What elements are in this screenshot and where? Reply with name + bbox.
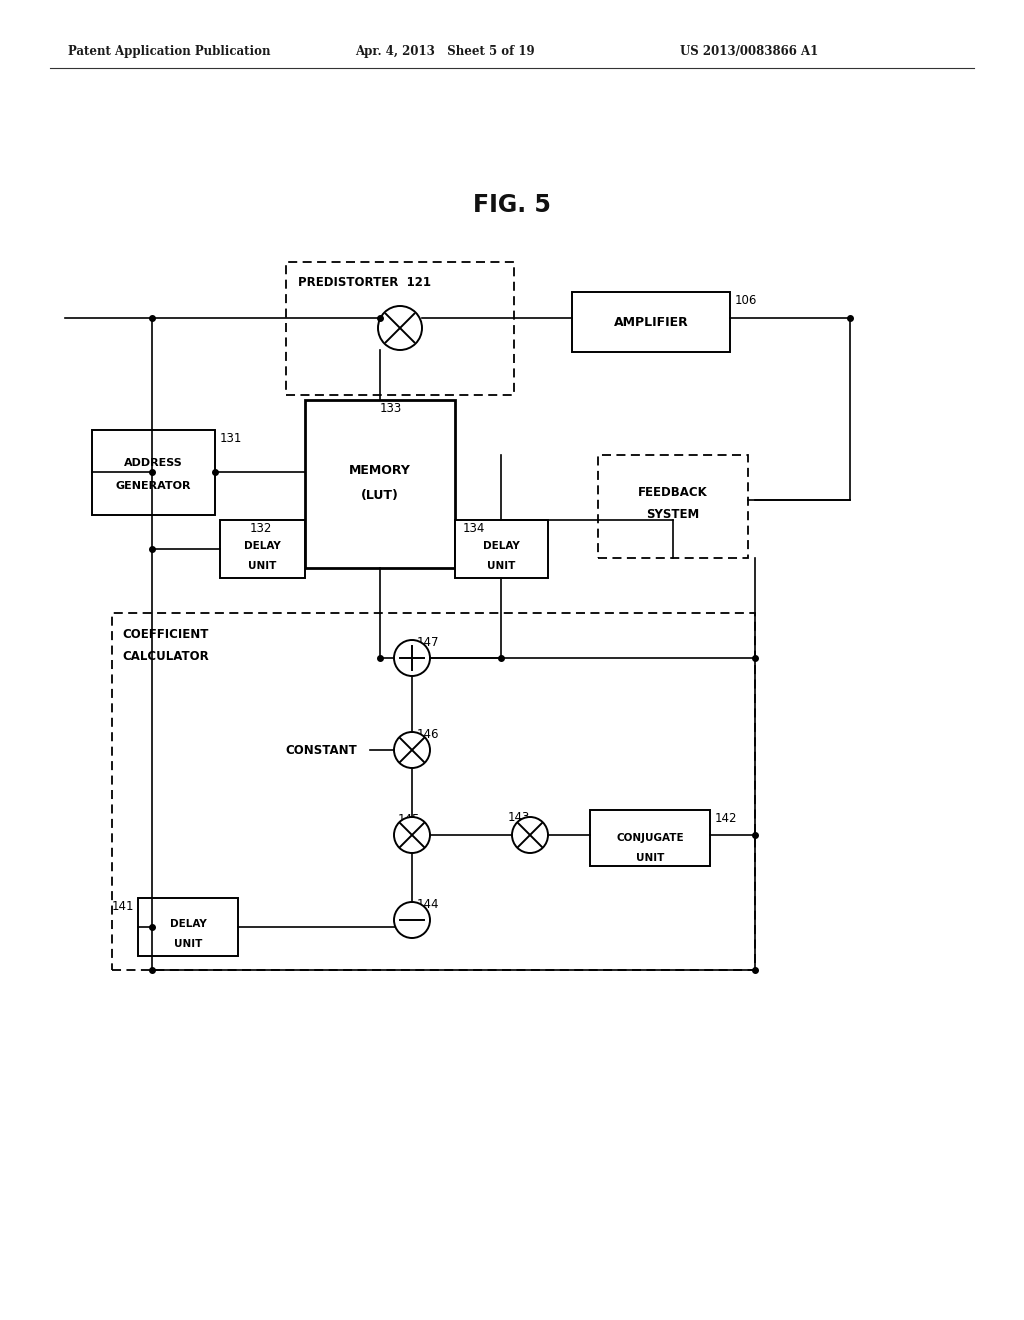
Text: CONSTANT: CONSTANT	[285, 743, 356, 756]
Text: 106: 106	[735, 294, 758, 308]
FancyBboxPatch shape	[92, 430, 215, 515]
Text: UNIT: UNIT	[636, 853, 665, 863]
Text: UNIT: UNIT	[487, 561, 516, 572]
Text: 145: 145	[398, 813, 421, 826]
Text: 134: 134	[463, 521, 485, 535]
FancyBboxPatch shape	[138, 898, 238, 956]
FancyBboxPatch shape	[112, 612, 755, 970]
Circle shape	[512, 817, 548, 853]
Text: AMPLIFIER: AMPLIFIER	[613, 315, 688, 329]
FancyBboxPatch shape	[598, 455, 748, 558]
Text: FIG. 5: FIG. 5	[473, 193, 551, 216]
Text: MEMORY: MEMORY	[349, 463, 411, 477]
Text: DELAY: DELAY	[483, 541, 520, 550]
Circle shape	[394, 817, 430, 853]
FancyBboxPatch shape	[286, 261, 514, 395]
Text: 141: 141	[112, 900, 134, 913]
Text: FEEDBACK: FEEDBACK	[638, 486, 708, 499]
Text: CONJUGATE: CONJUGATE	[616, 833, 684, 843]
Text: UNIT: UNIT	[174, 939, 202, 949]
Text: DELAY: DELAY	[170, 919, 207, 929]
Text: Apr. 4, 2013   Sheet 5 of 19: Apr. 4, 2013 Sheet 5 of 19	[355, 45, 535, 58]
Text: ADDRESS: ADDRESS	[124, 458, 183, 469]
Text: 143: 143	[508, 810, 530, 824]
Text: 142: 142	[715, 812, 737, 825]
FancyBboxPatch shape	[305, 400, 455, 568]
FancyBboxPatch shape	[455, 520, 548, 578]
Text: UNIT: UNIT	[248, 561, 276, 572]
Text: US 2013/0083866 A1: US 2013/0083866 A1	[680, 45, 818, 58]
Text: PREDISTORTER  121: PREDISTORTER 121	[298, 276, 431, 289]
FancyBboxPatch shape	[590, 810, 710, 866]
Circle shape	[378, 306, 422, 350]
FancyBboxPatch shape	[220, 520, 305, 578]
Text: CALCULATOR: CALCULATOR	[122, 651, 209, 664]
Text: 144: 144	[417, 898, 439, 911]
Text: 146: 146	[417, 729, 439, 741]
Circle shape	[394, 902, 430, 939]
Text: 133: 133	[380, 403, 402, 414]
Text: 132: 132	[250, 521, 272, 535]
Text: Patent Application Publication: Patent Application Publication	[68, 45, 270, 58]
Text: 147: 147	[417, 636, 439, 649]
Circle shape	[394, 733, 430, 768]
Text: 131: 131	[220, 432, 243, 445]
Text: COEFFICIENT: COEFFICIENT	[122, 628, 208, 642]
Text: DELAY: DELAY	[244, 541, 281, 550]
Circle shape	[394, 640, 430, 676]
FancyBboxPatch shape	[572, 292, 730, 352]
Text: (LUT): (LUT)	[361, 488, 399, 502]
Text: SYSTEM: SYSTEM	[646, 508, 699, 521]
Text: GENERATOR: GENERATOR	[116, 480, 191, 491]
